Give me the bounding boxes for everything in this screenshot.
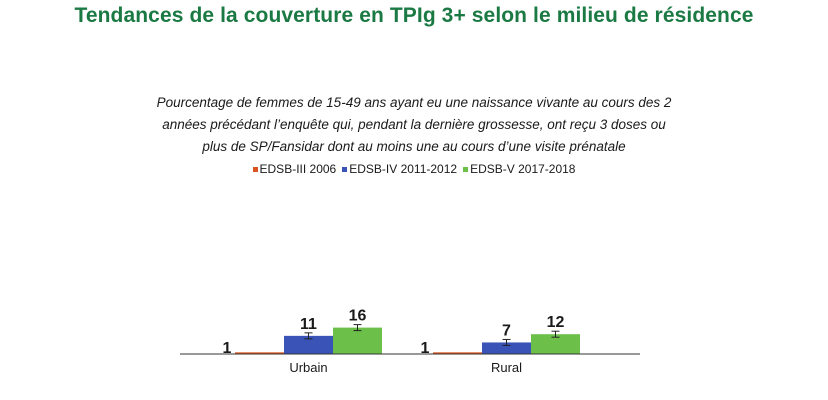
- legend-label-edsb-iii: EDSB-III 2006: [259, 162, 337, 176]
- data-label-urbain-series-1: 1: [223, 340, 232, 357]
- subtitle-line-3: plus de SP/Fansidar dont au moins une au…: [202, 139, 626, 154]
- bar-urbain-series-2: [284, 335, 333, 354]
- data-label-rural-series-3: 12: [547, 314, 565, 331]
- legend-item-edsb-iii: EDSB-III 2006: [252, 162, 337, 176]
- subtitle-line-2: années précédant l’enquête qui, pendant …: [162, 117, 666, 132]
- legend-item-edsb-iv: EDSB-IV 2011-2012: [342, 162, 457, 176]
- data-label-urbain-series-2: 11: [300, 316, 317, 333]
- legend-swatch-edsb-iv: [342, 166, 348, 172]
- legend-label-edsb-v: EDSB-V 2017-2018: [470, 162, 576, 176]
- bar-urbain-series-3: [333, 327, 382, 354]
- bar-urbain-series-1: [235, 352, 284, 354]
- legend-swatch-edsb-iii: [252, 166, 258, 172]
- legend-label-edsb-iv: EDSB-IV 2011-2012: [349, 162, 458, 176]
- bar-rural-series-2: [482, 342, 531, 354]
- data-label-rural-series-2: 7: [502, 322, 511, 339]
- category-label-rural: Rural: [491, 360, 522, 375]
- category-label-urbain: Urbain: [289, 360, 327, 375]
- chart-title: Tendances de la couverture en TPIg 3+ se…: [74, 4, 754, 27]
- chart-legend: EDSB-III 2006 EDSB-IV 2011-2012 EDSB-V 2…: [0, 162, 828, 176]
- data-label-rural-series-1: 1: [421, 340, 430, 357]
- data-label-urbain-series-3: 16: [349, 308, 367, 325]
- legend-swatch-edsb-v: [463, 166, 469, 172]
- chart-subtitle: Pourcentage de femmes de 15-49 ans ayant…: [60, 92, 768, 158]
- bar-rural-series-1: [433, 352, 482, 354]
- bar-rural-series-3: [531, 334, 580, 354]
- legend-item-edsb-v: EDSB-V 2017-2018: [463, 162, 575, 176]
- subtitle-line-1: Pourcentage de femmes de 15-49 ans ayant…: [156, 95, 672, 110]
